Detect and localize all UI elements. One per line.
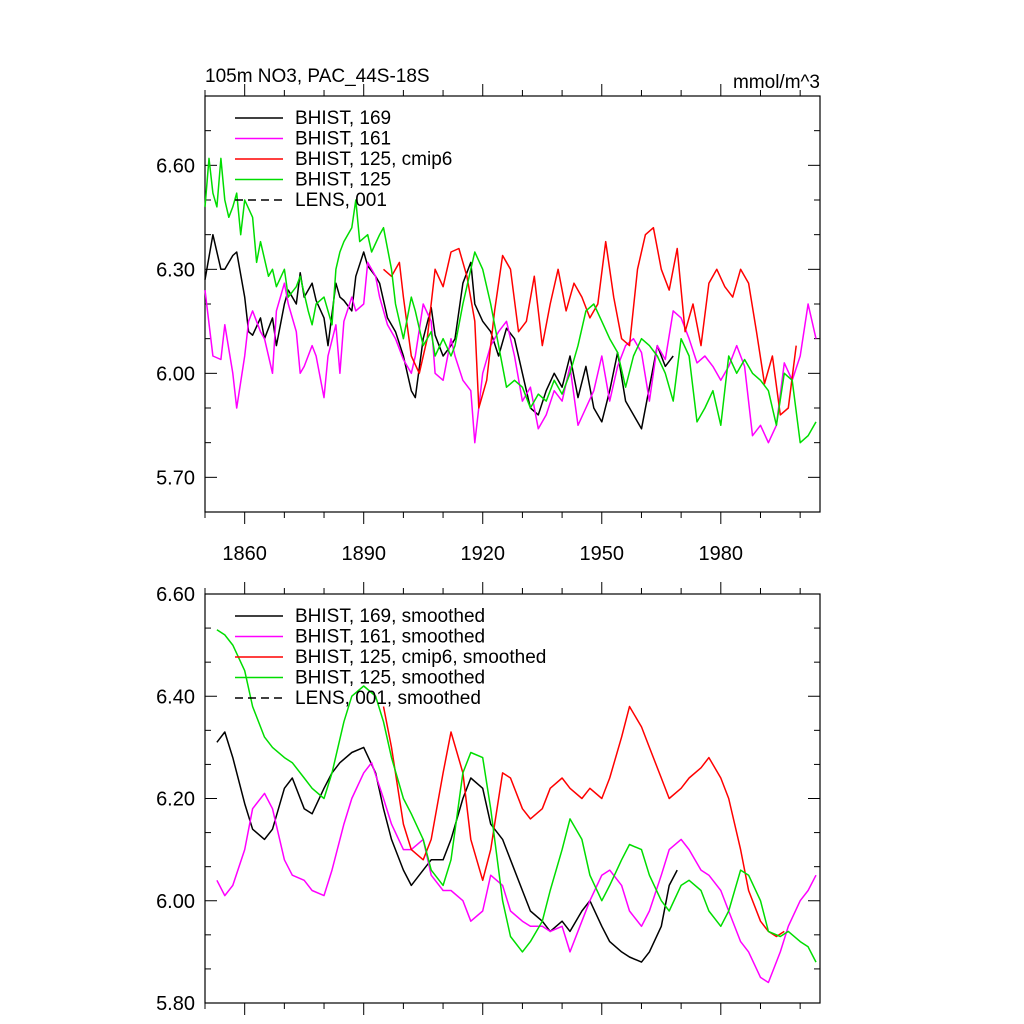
legend-label: BHIST, 125, smoothed xyxy=(295,668,485,689)
legend-label: BHIST, 161 xyxy=(295,129,391,150)
x-tick-label: 1890 xyxy=(341,543,386,565)
legend-label: BHIST, 169, smoothed xyxy=(295,606,485,627)
y-tick-label: 6.60 xyxy=(156,155,195,177)
series-line-3 xyxy=(216,629,817,963)
legend-label: BHIST, 125, cmip6 xyxy=(295,149,452,170)
legend-label: BHIST, 125 xyxy=(295,170,391,191)
series-line-2 xyxy=(383,226,797,416)
y-tick-label: 6.30 xyxy=(156,259,195,281)
y-tick-label: 6.00 xyxy=(156,891,195,913)
y-tick-label: 6.40 xyxy=(156,686,195,708)
x-tick-label: 1920 xyxy=(460,543,505,565)
legend-label: LENS, 001 xyxy=(295,190,387,211)
x-tick-label: 1950 xyxy=(580,543,625,565)
bottom-panel: 5.80 6.00 6.20 6.40 6.60 BHIST, 169, smoothed… xyxy=(156,582,821,1015)
units-label: mmol/m^3 xyxy=(733,72,820,93)
series-line-3 xyxy=(204,157,817,444)
y-tick-label: 5.80 xyxy=(156,993,195,1015)
series-line-2 xyxy=(382,705,785,938)
legend-label: BHIST, 169 xyxy=(295,108,391,129)
y-tick-label: 6.00 xyxy=(156,363,195,385)
y-tick-label: 5.70 xyxy=(156,467,195,489)
top-panel: 5.70 6.00 6.30 6.60 1860 1890 1920 1950 1980 105m… xyxy=(156,66,821,565)
y-tick-label: 6.60 xyxy=(156,584,195,606)
chart-title: 105m NO3, PAC_44S-18S xyxy=(205,66,430,87)
x-tick-label: 1860 xyxy=(222,543,267,565)
y-tick-label: 6.20 xyxy=(156,789,195,811)
x-tick-label: 1980 xyxy=(699,543,744,565)
series-line-0 xyxy=(216,731,678,963)
legend-label: BHIST, 161, smoothed xyxy=(295,627,485,648)
legend-label: LENS, 001, smoothed xyxy=(295,688,481,709)
legend-label: BHIST, 125, cmip6, smoothed xyxy=(295,647,546,668)
series-line-1 xyxy=(204,261,817,444)
series-line-1 xyxy=(216,761,817,984)
